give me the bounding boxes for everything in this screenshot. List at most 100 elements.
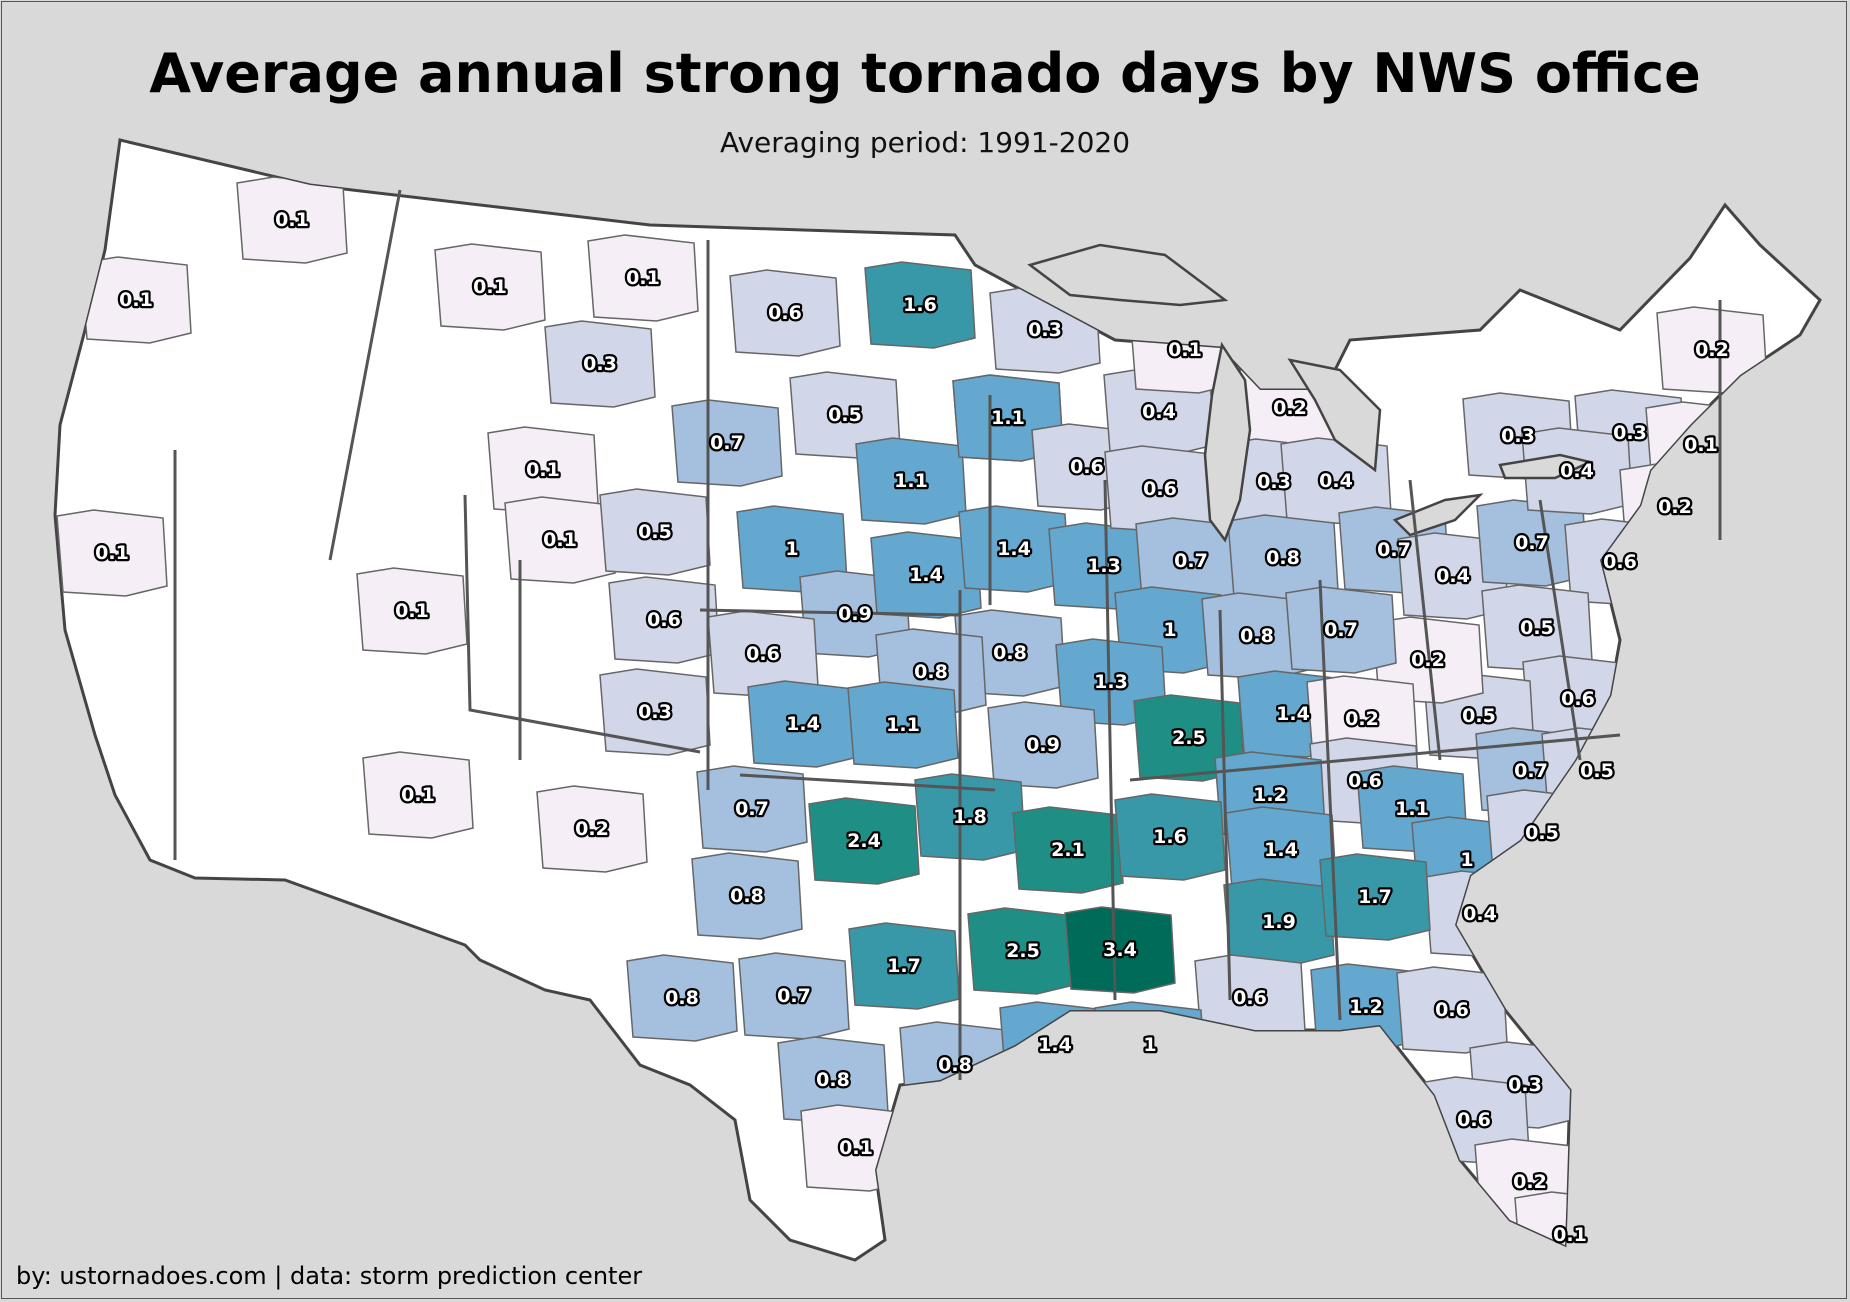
- office-value-oh-cleveland: 0.7: [1377, 539, 1411, 561]
- lake-ontario: [1498, 453, 1594, 480]
- office-value-sd-aberdeen: 0.5: [828, 404, 862, 426]
- office-region-ok-norman: [808, 797, 920, 885]
- office-value-ny-upton: 0.2: [1658, 496, 1692, 518]
- office-value-ia-quad-cities: 1.3: [1087, 555, 1121, 577]
- office-value-ks-south: 1.1: [886, 714, 920, 736]
- office-value-ne-valley: 1.1: [894, 470, 928, 492]
- office-region-or-pendleton: [80, 256, 192, 344]
- office-value-mt-west: 0.1: [473, 276, 507, 298]
- office-value-va-blacksburg: 0.5: [1462, 705, 1496, 727]
- lake-michigan: [1203, 341, 1252, 543]
- office-value-in-indianapolis: 0.8: [1240, 625, 1274, 647]
- office-value-ne-north-platte: 1: [785, 538, 798, 560]
- office-value-fl-melbourne: 0.3: [1508, 1074, 1542, 1096]
- office-region-ar-little-rock: [1012, 806, 1124, 894]
- office-value-ar-little-rock: 2.1: [1051, 839, 1085, 861]
- office-value-ga-atlanta: 1.7: [1358, 886, 1392, 908]
- office-value-me-north: 0.2: [1695, 339, 1729, 361]
- office-value-mi-gaylord: 0.2: [1273, 397, 1307, 419]
- state-borders: [173, 189, 1722, 1080]
- office-region-tx-midland: [626, 954, 738, 1042]
- office-value-md-sterling: 0.5: [1520, 617, 1554, 639]
- office-region-tn-memphis: [1114, 793, 1226, 881]
- office-value-sc-greenville: 1: [1460, 849, 1473, 871]
- office-value-ne-omaha: 1.4: [909, 564, 943, 586]
- office-value-ny-albany: 0.3: [1613, 422, 1647, 444]
- office-value-nc-newport: 0.5: [1580, 760, 1614, 782]
- office-region-co-goodland: [599, 488, 711, 576]
- office-value-nc-wilmington: 0.5: [1525, 822, 1559, 844]
- office-value-co-goodland: 0.5: [638, 521, 672, 543]
- office-region-nm-albuquerque: [536, 785, 648, 873]
- office-value-ny-buffalo: 0.3: [1501, 425, 1535, 447]
- office-value-ia-des-moines: 1.4: [997, 538, 1031, 560]
- office-value-wi-la-crosse: 0.6: [1070, 456, 1104, 478]
- office-region-tx-amarillo: [696, 765, 808, 853]
- office-region-co-pueblo: [599, 668, 711, 756]
- office-region-ms-jackson: [1064, 906, 1176, 994]
- office-value-il-lincoln: 1: [1163, 619, 1176, 641]
- office-value-al-huntsville: 1.4: [1264, 839, 1298, 861]
- office-value-mo-springfield: 0.9: [1026, 734, 1060, 756]
- office-value-nc-raleigh: 0.7: [1514, 760, 1548, 782]
- office-region-ga-atlanta: [1319, 853, 1431, 941]
- office-region-ks-south: [847, 681, 959, 769]
- office-value-tx-fort-worth: 1.7: [887, 955, 921, 977]
- office-value-ms-jackson: 3.4: [1103, 939, 1137, 961]
- office-value-la-new-orleans: 1: [1143, 1034, 1156, 1056]
- lake-superior: [1027, 243, 1229, 307]
- office-region-ca-reno-sac: [56, 509, 168, 597]
- office-value-tx-brownsville: 0.1: [839, 1137, 873, 1159]
- office-value-al-mobile: 0.6: [1233, 987, 1267, 1009]
- office-region-co-grand-junction: [504, 496, 616, 584]
- map-subtitle: Averaging period: 1991-2020: [719, 126, 1131, 159]
- office-value-tn-nashville: 1.2: [1253, 784, 1287, 806]
- office-region-tx-lubbock: [691, 852, 803, 940]
- office-value-sd-rapid-city: 0.7: [710, 432, 744, 454]
- office-region-wa-interior: [236, 176, 348, 264]
- office-value-tx-austin: 0.8: [816, 1069, 850, 1091]
- office-value-pa-state-college: 0.7: [1515, 532, 1549, 554]
- office-value-oh-wilmington: 0.7: [1324, 619, 1358, 641]
- office-value-mt-east: 0.1: [626, 267, 660, 289]
- office-value-ky-louisville: 1.4: [1276, 703, 1310, 725]
- office-value-nm-albuquerque: 0.2: [575, 818, 609, 840]
- office-region-nd-grand-forks: [864, 261, 976, 349]
- office-value-fl-key-west: 0.1: [1553, 1224, 1587, 1246]
- office-value-la-lake-charles: 1.4: [1038, 1034, 1072, 1056]
- office-value-co-pueblo: 0.3: [638, 701, 672, 723]
- office-value-co-boulder: 0.6: [647, 609, 681, 631]
- office-value-ca-reno-sac: 0.1: [95, 542, 129, 564]
- office-value-pa-pittsburgh: 0.4: [1436, 565, 1470, 587]
- office-value-ma-boston: 0.1: [1684, 434, 1718, 456]
- office-value-mi-marquette: 0.1: [1168, 339, 1202, 361]
- office-value-tn-morristown: 0.6: [1348, 770, 1382, 792]
- office-region-mt-east: [587, 234, 699, 322]
- office-value-mo-kansas-city: 0.8: [993, 642, 1027, 664]
- office-value-vt-burlington: 0.4: [1560, 460, 1594, 482]
- office-value-nd-bismarck: 0.6: [768, 302, 802, 324]
- map-title: Average annual strong tornado days by NW…: [149, 42, 1701, 105]
- office-value-mi-detroit: 0.4: [1319, 470, 1353, 492]
- office-region-tx-san-angelo: [738, 952, 850, 1040]
- office-value-mn-duluth: 0.3: [1028, 319, 1062, 341]
- office-value-nj-mount-holly: 0.6: [1603, 551, 1637, 573]
- office-value-mn-chanhassen: 1.1: [991, 407, 1025, 429]
- office-value-tn-memphis: 1.6: [1153, 826, 1187, 848]
- office-value-nc-blue-ridge: 1.1: [1395, 798, 1429, 820]
- office-value-ky-jackson: 0.2: [1345, 708, 1379, 730]
- office-value-tx-amarillo: 0.7: [735, 798, 769, 820]
- office-value-ok-norman: 2.4: [847, 830, 881, 852]
- office-value-tx-san-angelo: 0.7: [777, 985, 811, 1007]
- office-value-ne-hastings: 0.9: [838, 603, 872, 625]
- office-value-co-grand-junction: 0.1: [543, 529, 577, 551]
- office-value-va-wakefield: 0.6: [1561, 688, 1595, 710]
- office-value-az-flagstaff: 0.1: [401, 784, 435, 806]
- office-value-wa-interior: 0.1: [275, 209, 309, 231]
- office-value-mo-st-louis: 1.3: [1094, 671, 1128, 693]
- office-region-nd-bismarck: [729, 269, 841, 357]
- credit-line: by: ustornadoes.com | data: storm predic…: [16, 1262, 643, 1290]
- office-value-fl-tampa: 0.6: [1457, 1109, 1491, 1131]
- office-value-fl-miami: 0.2: [1513, 1171, 1547, 1193]
